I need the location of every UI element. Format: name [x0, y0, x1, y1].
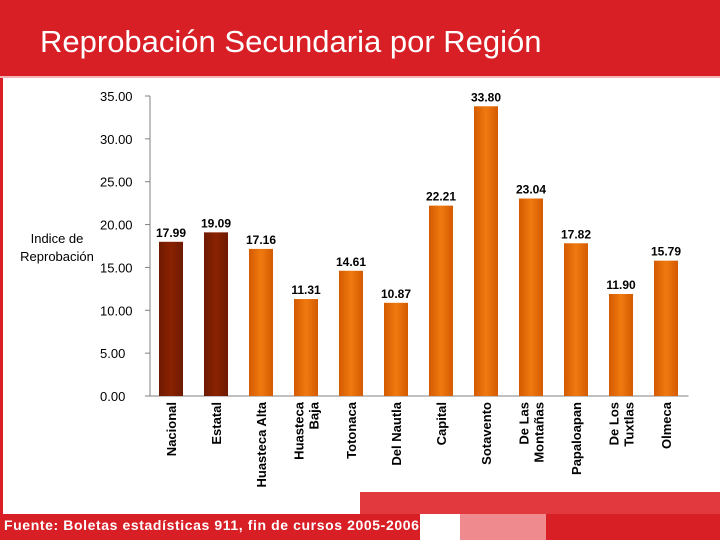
bar-capital	[429, 205, 453, 396]
category-label: Sotavento	[479, 402, 494, 465]
bar-huasteca-alta	[249, 248, 273, 396]
y-tick-label: 35.00	[100, 89, 133, 104]
header-bar	[0, 0, 720, 76]
y-tick-label: 30.00	[100, 132, 133, 147]
value-label: 11.90	[606, 278, 636, 292]
category-label: Estatal	[209, 402, 224, 445]
category-label: HuastecaBaja	[292, 401, 322, 460]
y-tick-label: 0.00	[100, 389, 125, 404]
y-tick-label: 15.00	[100, 260, 133, 275]
category-label: Olmeca	[659, 401, 674, 449]
bar-totonaca	[339, 270, 363, 396]
value-label: 11.31	[291, 283, 321, 297]
footer-accent-upper	[360, 492, 720, 514]
header-divider	[0, 76, 720, 78]
bar-de-las-montañas	[519, 198, 543, 396]
category-label: Nacional	[164, 402, 179, 456]
y-tick-label: 10.00	[100, 303, 133, 318]
value-label: 33.80	[471, 90, 501, 104]
bar-olmeca	[654, 260, 678, 396]
bar-del-nautla	[384, 302, 408, 396]
value-label: 19.09	[201, 216, 231, 230]
category-label: Papaloapan	[569, 402, 584, 475]
y-axis-label: Indice de Reprobación	[20, 231, 94, 264]
y-tick-label: 20.00	[100, 218, 133, 233]
y-tick-label: 5.00	[100, 346, 125, 361]
bar-huasteca-baja	[294, 299, 318, 396]
page-title: Reprobación Secundaria por Región	[40, 24, 542, 59]
bar-de-los-tuxtlas	[609, 294, 633, 396]
category-label: De LosTuxtlas	[607, 402, 637, 447]
category-label: Del Nautla	[389, 401, 404, 465]
category-label: Capital	[434, 402, 449, 445]
footer-bar	[0, 514, 420, 540]
value-label: 17.82	[561, 227, 591, 241]
bar-nacional	[159, 241, 183, 396]
value-label: 15.79	[651, 245, 681, 259]
y-tick-label: 25.00	[100, 175, 133, 190]
value-label: 22.21	[426, 190, 456, 204]
bar-sotavento	[474, 106, 498, 397]
source-note: Fuente: Boletas estadísticas 911, fin de…	[4, 517, 420, 533]
footer-accent-pink	[460, 514, 546, 540]
bar-estatal	[204, 232, 228, 396]
category-label: De LasMontañas	[517, 402, 547, 463]
left-accent-stripe	[0, 78, 3, 540]
bar-papaloapan	[564, 243, 588, 396]
category-label: Huasteca Alta	[254, 401, 269, 487]
footer-accent-right	[546, 514, 720, 540]
value-label: 14.61	[336, 255, 366, 269]
value-label: 10.87	[381, 287, 411, 301]
category-label: Totonaca	[344, 401, 359, 459]
value-label: 17.99	[156, 226, 186, 240]
value-label: 17.16	[246, 233, 276, 247]
value-label: 23.04	[516, 183, 546, 197]
